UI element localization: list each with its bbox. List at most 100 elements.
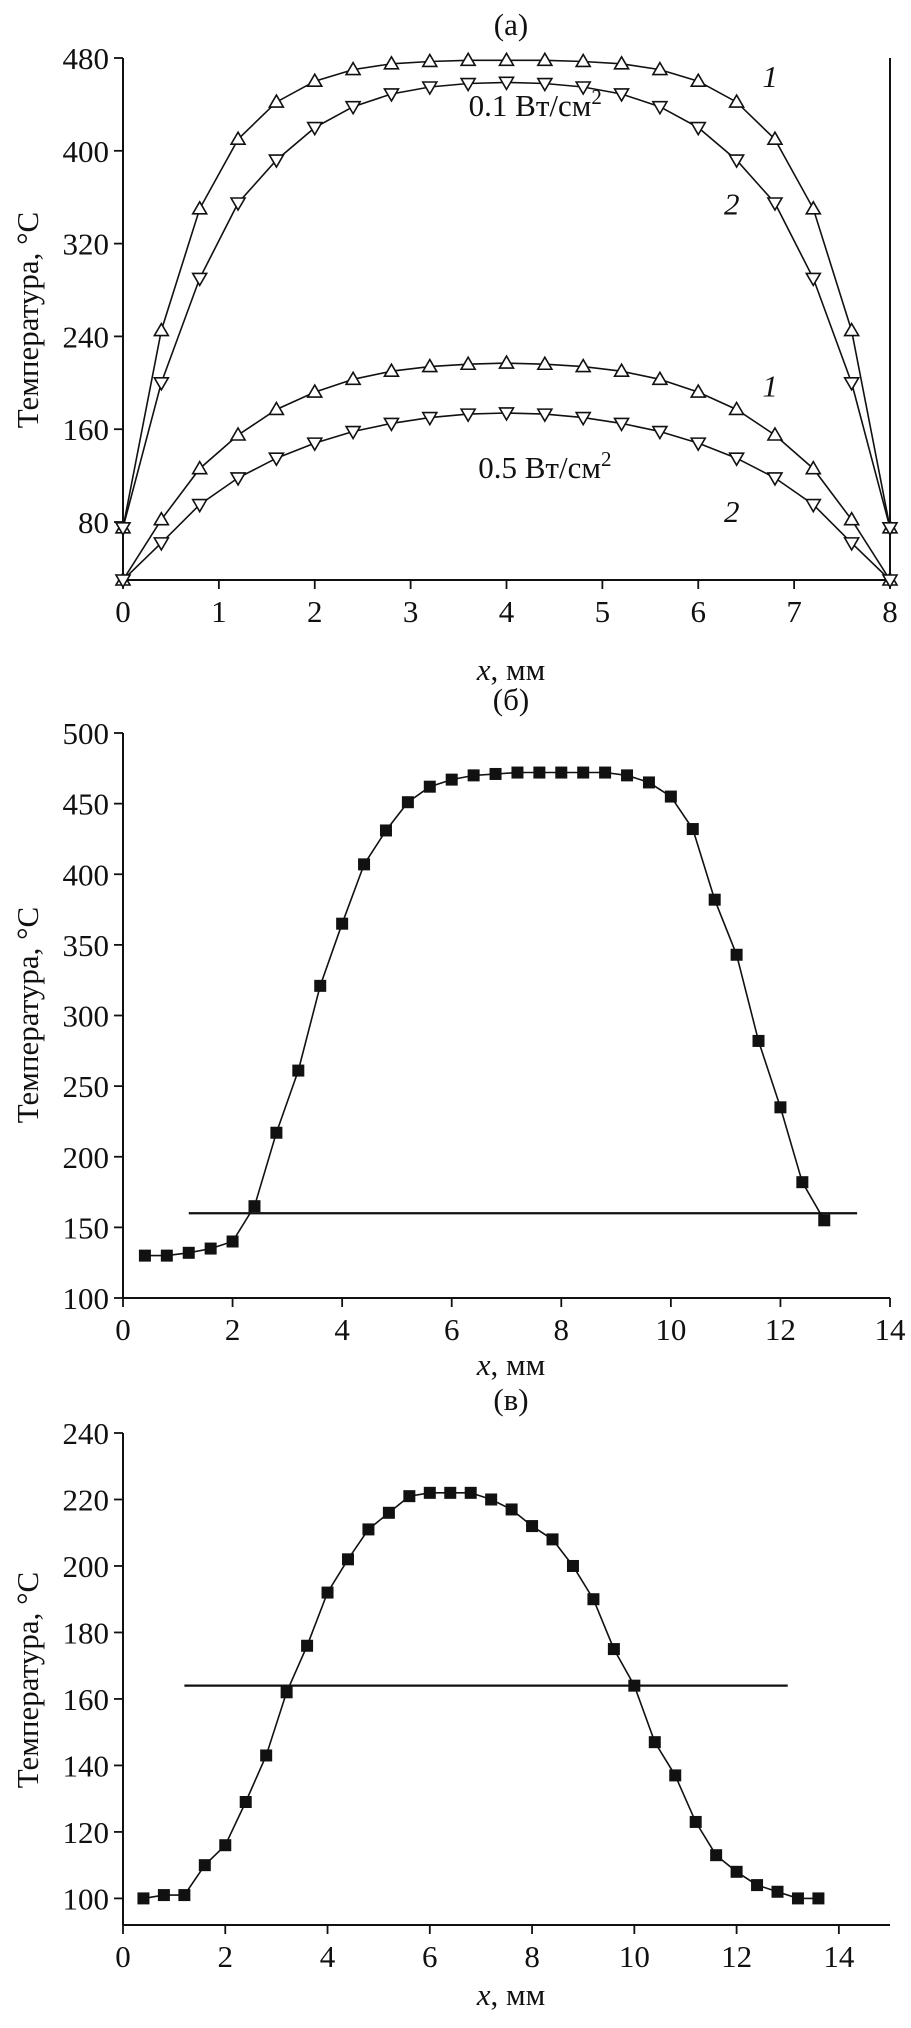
data-point [306,72,324,87]
data-point [536,51,554,67]
data-point [268,93,285,108]
series-line [143,1492,819,1900]
data-point [459,77,477,93]
data-point [555,766,568,779]
data-point [536,355,554,371]
data-point [248,1200,261,1213]
x-axis-unit: , мм [491,1977,546,2012]
x-tick-label: 14 [823,1939,855,1974]
data-point [306,437,324,452]
annotation-label: 1 [762,369,778,404]
data-point [383,417,400,432]
x-tick-label: 6 [422,1939,438,1974]
chart-panel-3: 0 2 4 6 8 10 12 14 100 120 140 160 180 200 220 240 (в) x,… [10,1382,890,2012]
data-point [628,1679,641,1692]
x-tick-label: 0 [115,594,131,629]
data-point [651,425,669,441]
data-point [728,154,745,169]
data-point [498,354,515,369]
y-tick-label: 300 [63,999,110,1034]
data-point [178,1889,191,1902]
data-point [321,1586,334,1599]
data-point [423,780,436,793]
y-tick-label: 240 [63,1416,110,1451]
y-tick-label: 150 [63,1210,110,1245]
data-point [804,460,822,475]
x-tick-label: 3 [403,594,419,629]
data-point [204,1242,217,1255]
y-tick-label: 80 [78,505,109,540]
x-tick-label: 6 [444,1312,460,1347]
data-point [843,322,861,337]
panel-label: (б) [493,682,529,717]
series-3 [114,354,899,586]
data-point [358,858,371,871]
y-tick-label: 400 [63,857,110,892]
x-tick-label: 12 [721,1939,752,1974]
data-point [566,1559,579,1572]
data-point [268,154,285,169]
data-point [344,61,362,76]
data-point [587,1593,600,1606]
data-point [421,357,439,373]
data-point [280,1686,293,1699]
data-point [383,362,400,377]
y-tick-label: 220 [63,1482,110,1517]
data-point [459,51,477,67]
data-point [444,1486,457,1499]
data-point [689,1815,702,1828]
y-axis-title: Температура, °С [10,1572,45,1788]
data-point [229,472,247,487]
y-tick-label: 500 [63,716,110,751]
y-tick-label: 480 [63,41,110,76]
annotation-text: 1 [762,59,778,94]
data-point [489,767,502,780]
x-tick-label: 5 [595,594,611,629]
data-point [804,200,822,215]
data-point [382,1506,395,1519]
data-point [613,417,630,432]
y-tick-label: 100 [63,1281,110,1316]
data-point [498,51,515,67]
annotation-label: 2 [724,494,740,529]
annotation-text: 0.1 Вт/см [469,88,592,123]
series-1 [137,1486,825,1905]
data-point [621,769,634,782]
y-axis-title: Температура, °С [10,907,45,1123]
series-4 [114,407,899,589]
data-point [536,77,554,93]
data-point [766,130,784,145]
data-point [383,55,400,70]
data-point [881,574,899,589]
panel-label: (в) [493,1382,528,1417]
annotation-label: 0.1 Вт/см2 [469,85,602,123]
data-point [791,1892,804,1905]
x-axis-variable: x [476,652,491,687]
data-point [766,472,784,487]
data-point [485,1493,498,1506]
y-tick-label: 200 [63,1549,110,1584]
data-point [728,93,745,108]
y-tick-label: 200 [63,1140,110,1175]
data-point [574,357,592,373]
data-point [651,370,669,386]
data-point [268,452,285,467]
data-point [464,1486,477,1499]
data-point [152,377,170,392]
data-point [191,460,209,475]
x-axis-unit: , мм [491,652,546,687]
data-point [379,824,392,837]
data-point [383,88,400,103]
annotation-text: 2 [724,494,740,529]
x-tick-label: 1 [211,594,227,629]
annotation-text: 0.5 Вт/см [478,450,601,485]
x-axis-variable: x [476,1977,491,2012]
y-tick-label: 240 [63,319,110,354]
data-point [421,52,439,68]
data-point [114,574,132,589]
annotation-text: 1 [762,369,778,404]
data-point [751,1879,764,1892]
x-axis-title: x, мм [476,1347,546,1382]
data-point [796,1176,809,1189]
data-point [607,1643,620,1656]
